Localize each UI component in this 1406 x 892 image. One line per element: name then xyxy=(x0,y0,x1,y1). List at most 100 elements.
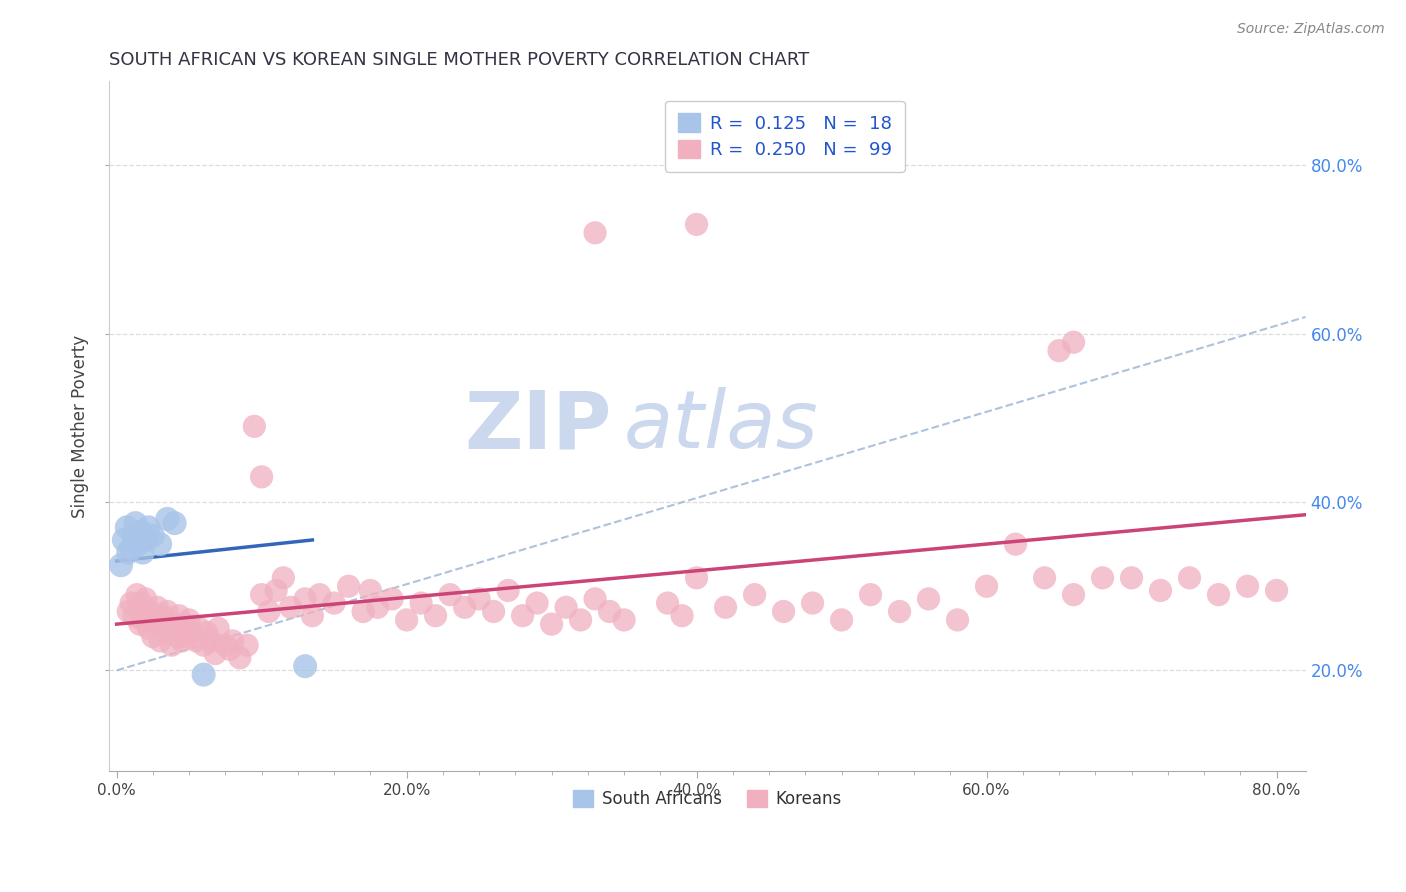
Point xyxy=(117,605,139,619)
Point xyxy=(294,591,316,606)
Point xyxy=(143,613,166,627)
Point xyxy=(250,588,273,602)
Point xyxy=(671,608,693,623)
Point xyxy=(229,650,252,665)
Point xyxy=(214,638,236,652)
Text: ZIP: ZIP xyxy=(464,387,612,466)
Point xyxy=(569,613,592,627)
Point xyxy=(120,596,142,610)
Point xyxy=(128,617,150,632)
Point xyxy=(946,613,969,627)
Point xyxy=(163,516,186,530)
Point xyxy=(122,608,145,623)
Point xyxy=(236,638,259,652)
Point xyxy=(163,621,186,635)
Point xyxy=(139,605,162,619)
Point xyxy=(166,630,188,644)
Point xyxy=(127,537,149,551)
Point xyxy=(1004,537,1026,551)
Point xyxy=(482,605,505,619)
Point xyxy=(917,591,939,606)
Point xyxy=(186,634,208,648)
Point xyxy=(831,613,853,627)
Point xyxy=(159,617,181,632)
Point xyxy=(124,516,146,530)
Point xyxy=(512,608,534,623)
Point xyxy=(218,642,240,657)
Point xyxy=(352,605,374,619)
Point xyxy=(129,524,152,539)
Point xyxy=(221,634,243,648)
Point xyxy=(138,520,160,534)
Point xyxy=(453,600,475,615)
Point xyxy=(152,608,174,623)
Point xyxy=(1265,583,1288,598)
Point xyxy=(583,226,606,240)
Text: Source: ZipAtlas.com: Source: ZipAtlas.com xyxy=(1237,22,1385,37)
Point xyxy=(250,470,273,484)
Point xyxy=(170,634,193,648)
Point xyxy=(1091,571,1114,585)
Point xyxy=(685,218,707,232)
Point xyxy=(207,621,229,635)
Point xyxy=(583,591,606,606)
Point xyxy=(132,545,155,559)
Point xyxy=(138,621,160,635)
Point xyxy=(744,588,766,602)
Point xyxy=(142,630,165,644)
Point xyxy=(127,600,149,615)
Point xyxy=(142,529,165,543)
Point xyxy=(188,621,211,635)
Point xyxy=(359,583,381,598)
Point xyxy=(772,605,794,619)
Point xyxy=(1047,343,1070,358)
Point xyxy=(301,608,323,623)
Point xyxy=(125,588,148,602)
Point xyxy=(889,605,911,619)
Point xyxy=(243,419,266,434)
Point xyxy=(193,667,215,681)
Point xyxy=(1063,335,1085,350)
Point xyxy=(132,613,155,627)
Point xyxy=(555,600,578,615)
Point xyxy=(1033,571,1056,585)
Point xyxy=(149,634,172,648)
Point xyxy=(395,613,418,627)
Point xyxy=(1063,588,1085,602)
Point xyxy=(112,533,135,547)
Point xyxy=(323,596,346,610)
Point xyxy=(173,617,195,632)
Point xyxy=(174,630,197,644)
Point xyxy=(367,600,389,615)
Point xyxy=(200,634,222,648)
Point xyxy=(156,512,179,526)
Point xyxy=(439,588,461,602)
Point xyxy=(411,596,433,610)
Point xyxy=(149,537,172,551)
Point xyxy=(337,579,360,593)
Point xyxy=(1149,583,1171,598)
Point xyxy=(381,591,404,606)
Point xyxy=(714,600,737,615)
Point xyxy=(273,571,295,585)
Point xyxy=(540,617,562,632)
Point xyxy=(801,596,824,610)
Point xyxy=(526,596,548,610)
Y-axis label: Single Mother Poverty: Single Mother Poverty xyxy=(72,334,89,518)
Legend: South Africans, Koreans: South Africans, Koreans xyxy=(567,783,848,814)
Point xyxy=(257,605,280,619)
Point xyxy=(153,625,176,640)
Point xyxy=(110,558,132,573)
Point xyxy=(146,600,169,615)
Point xyxy=(685,571,707,585)
Point xyxy=(181,625,204,640)
Point xyxy=(160,638,183,652)
Point xyxy=(308,588,330,602)
Point xyxy=(599,605,621,619)
Text: SOUTH AFRICAN VS KOREAN SINGLE MOTHER POVERTY CORRELATION CHART: SOUTH AFRICAN VS KOREAN SINGLE MOTHER PO… xyxy=(110,51,810,69)
Point xyxy=(193,638,215,652)
Point xyxy=(1236,579,1258,593)
Point xyxy=(115,520,138,534)
Point xyxy=(156,605,179,619)
Point xyxy=(294,659,316,673)
